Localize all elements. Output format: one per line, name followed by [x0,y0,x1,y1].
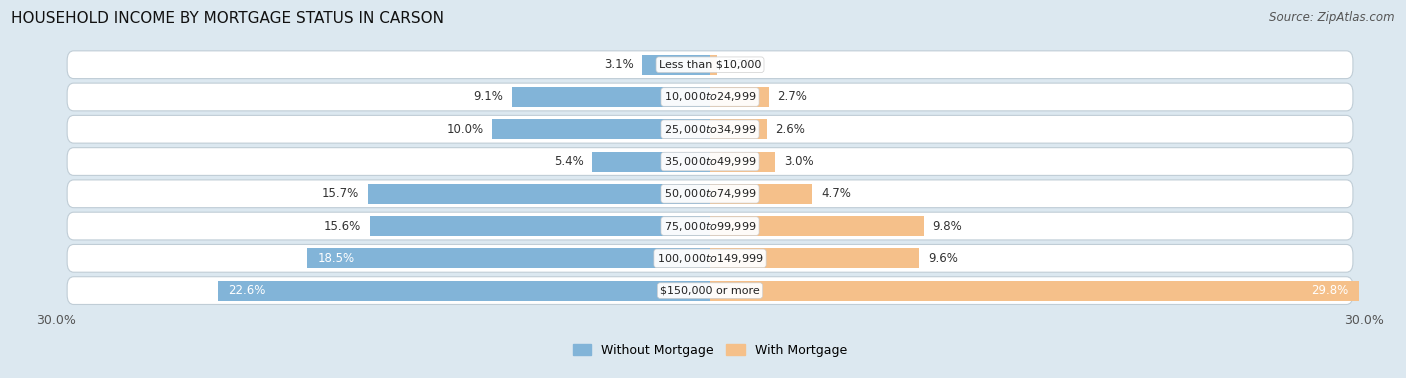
Text: $100,000 to $149,999: $100,000 to $149,999 [657,252,763,265]
FancyBboxPatch shape [67,51,1353,79]
Text: $50,000 to $74,999: $50,000 to $74,999 [664,187,756,200]
Bar [710,152,776,172]
Text: 18.5%: 18.5% [318,252,354,265]
Bar [710,119,766,139]
FancyBboxPatch shape [67,83,1353,111]
Text: $10,000 to $24,999: $10,000 to $24,999 [664,90,756,104]
Bar [710,248,920,268]
Bar [710,280,1360,301]
Text: $75,000 to $99,999: $75,000 to $99,999 [664,220,756,232]
Text: 3.1%: 3.1% [605,58,634,71]
Text: 4.7%: 4.7% [821,187,851,200]
Text: 15.7%: 15.7% [322,187,359,200]
Text: 29.8%: 29.8% [1312,284,1348,297]
Text: 3.0%: 3.0% [785,155,814,168]
Bar [512,87,710,107]
Text: 9.6%: 9.6% [928,252,957,265]
Bar [218,280,710,301]
Text: 15.6%: 15.6% [325,220,361,232]
Text: 2.7%: 2.7% [778,90,807,104]
Legend: Without Mortgage, With Mortgage: Without Mortgage, With Mortgage [568,339,852,362]
Text: 9.8%: 9.8% [932,220,962,232]
Text: $150,000 or more: $150,000 or more [661,286,759,296]
Bar [307,248,710,268]
Bar [643,55,710,75]
FancyBboxPatch shape [67,180,1353,208]
Text: Source: ZipAtlas.com: Source: ZipAtlas.com [1270,11,1395,24]
Text: 5.4%: 5.4% [554,155,583,168]
Text: $25,000 to $34,999: $25,000 to $34,999 [664,123,756,136]
Bar [368,184,710,204]
Text: HOUSEHOLD INCOME BY MORTGAGE STATUS IN CARSON: HOUSEHOLD INCOME BY MORTGAGE STATUS IN C… [11,11,444,26]
Bar [492,119,710,139]
Text: $35,000 to $49,999: $35,000 to $49,999 [664,155,756,168]
FancyBboxPatch shape [67,115,1353,143]
Text: 10.0%: 10.0% [446,123,484,136]
Bar [710,216,924,236]
FancyBboxPatch shape [67,245,1353,272]
Text: 9.1%: 9.1% [474,90,503,104]
Text: 0.31%: 0.31% [725,58,762,71]
Text: Less than $10,000: Less than $10,000 [659,60,761,70]
FancyBboxPatch shape [67,277,1353,304]
FancyBboxPatch shape [67,148,1353,175]
FancyBboxPatch shape [67,212,1353,240]
Bar [710,55,717,75]
Text: 2.6%: 2.6% [776,123,806,136]
Bar [710,87,769,107]
Bar [710,184,813,204]
Bar [592,152,710,172]
Bar [370,216,710,236]
Text: 22.6%: 22.6% [228,284,266,297]
